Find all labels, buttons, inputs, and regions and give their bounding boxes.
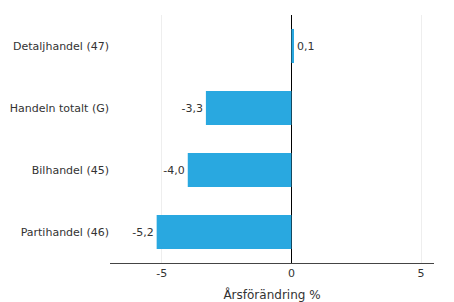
svg-text:-3,3: -3,3	[181, 102, 202, 115]
svg-text:Handeln totalt (G): Handeln totalt (G)	[10, 102, 109, 115]
svg-text:0: 0	[288, 267, 295, 280]
svg-text:0,1: 0,1	[297, 40, 315, 53]
svg-text:-5: -5	[156, 267, 167, 280]
svg-text:-5,2: -5,2	[132, 226, 153, 239]
svg-text:Detaljhandel (47): Detaljhandel (47)	[13, 40, 109, 53]
svg-text:Partihandel (46): Partihandel (46)	[21, 226, 109, 239]
svg-text:Bilhandel (45): Bilhandel (45)	[32, 164, 109, 177]
svg-text:Årsförändring %: Årsförändring %	[223, 287, 320, 302]
svg-text:5: 5	[418, 267, 425, 280]
svg-text:-4,0: -4,0	[163, 164, 184, 177]
